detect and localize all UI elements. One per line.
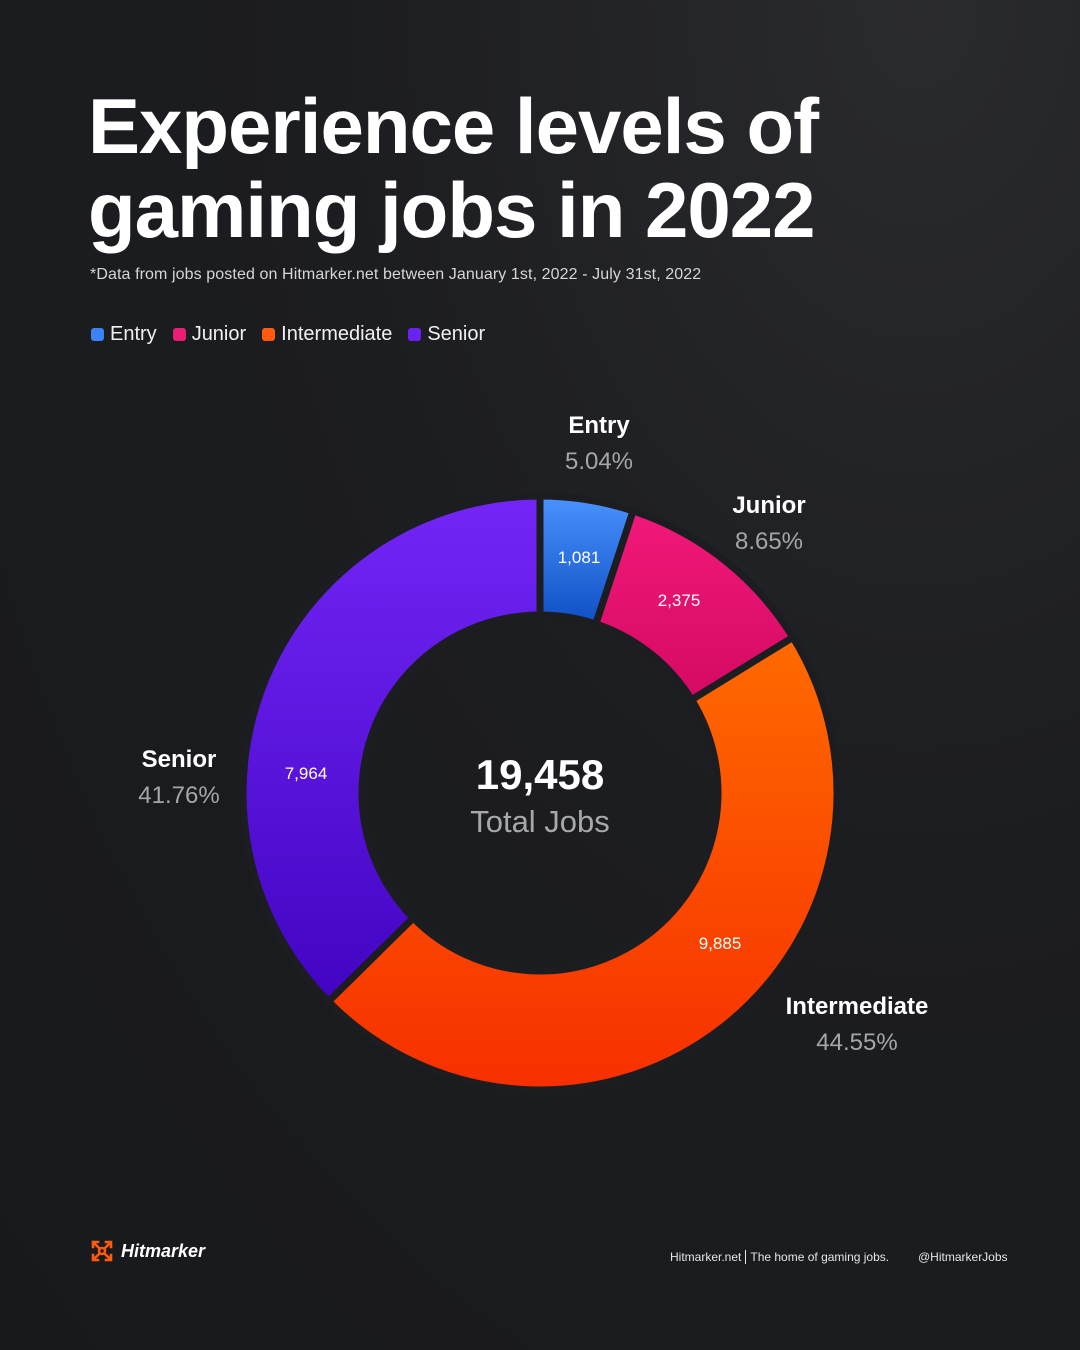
total-jobs-value: 19,458 [475, 751, 605, 798]
segment-label-junior: Junior 8.65% [732, 491, 805, 557]
brand-logo: Hitmarker [91, 1240, 205, 1262]
legend-label: Senior [427, 323, 486, 345]
legend-label: Intermediate [281, 323, 393, 345]
legend-item-entry: Entry [91, 323, 157, 346]
brand-name: Hitmarker [121, 1240, 206, 1261]
legend-item-intermediate: Intermediate [262, 323, 392, 346]
legend-swatch-senior [408, 328, 422, 341]
segment-percent: 41.76% [138, 782, 220, 809]
legend-item-junior: Junior [172, 323, 247, 346]
segment-name: Entry [568, 412, 630, 439]
segment-value-junior: 2,375 [657, 591, 701, 610]
legend: Entry Junior Intermediate Senior [91, 323, 485, 346]
chart-title: Experience levels of gaming jobs in 2022 [88, 82, 819, 254]
segment-value-entry: 1,081 [557, 548, 601, 567]
legend-label: Entry [110, 323, 157, 345]
segment-percent: 44.55% [816, 1029, 898, 1056]
legend-swatch-intermediate [262, 328, 276, 341]
legend-item-senior: Senior [408, 323, 485, 346]
footer-divider [745, 1250, 747, 1264]
segment-intermediate [323, 632, 841, 1094]
segment-percent: 8.65% [734, 528, 804, 555]
total-jobs-caption: Total Jobs [470, 804, 610, 839]
legend-swatch-entry [91, 328, 104, 341]
chart-subtitle: *Data from jobs posted on Hitmarker.net … [90, 266, 702, 283]
segment-label-intermediate: Intermediate 44.55% [786, 992, 929, 1058]
segment-label-senior: Senior 41.76% [138, 745, 219, 811]
donut-center: 19,458 Total Jobs [470, 752, 610, 842]
segment-senior [239, 492, 544, 1007]
footer-tagline-text: The home of gaming jobs. [750, 1250, 890, 1264]
footer-tagline: Hitmarker.net The home of gaming jobs. [670, 1250, 889, 1264]
legend-swatch-junior [172, 328, 186, 341]
segment-name: Junior [732, 492, 806, 519]
segment-name: Senior [141, 746, 217, 773]
footer-site: Hitmarker.net [670, 1250, 742, 1264]
segment-name: Intermediate [785, 993, 929, 1020]
segment-value-senior: 7,964 [284, 764, 328, 783]
segment-percent: 5.04% [564, 448, 634, 475]
footer-handle: @HitmarkerJobs [918, 1250, 1008, 1264]
segment-value-intermediate: 9,885 [698, 934, 742, 953]
legend-label: Junior [191, 323, 247, 345]
segment-label-entry: Entry 5.04% [565, 411, 633, 477]
hitmarker-logo-icon [91, 1240, 113, 1262]
